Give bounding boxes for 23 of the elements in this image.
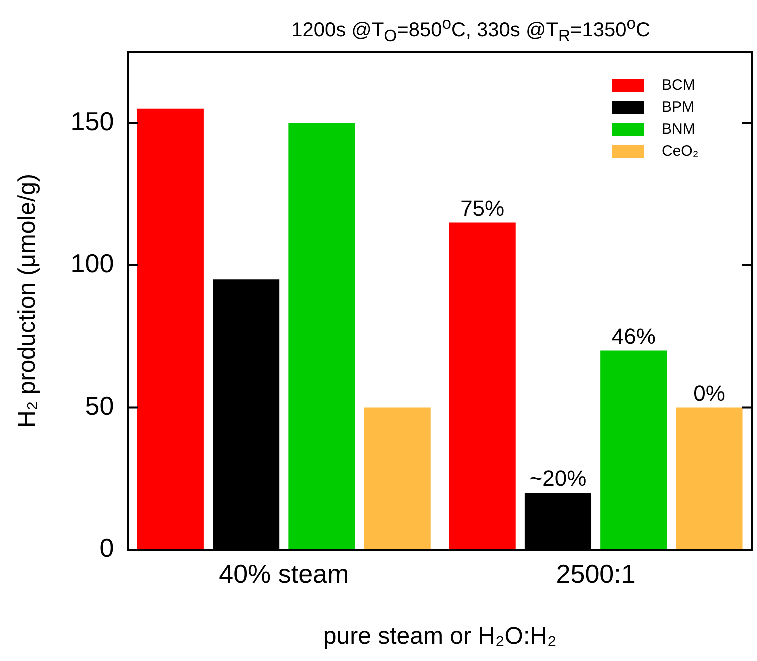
legend-label: CeO₂ [662,142,699,160]
bar [449,222,516,550]
x-tick-label: 40% steam [219,558,350,589]
x-axis-title: pure steam or H₂O:H₂ [323,623,557,650]
legend-label: BPM [662,98,695,116]
bar [364,408,431,550]
x-tick-label: 2500:1 [556,558,636,589]
annotation: 0% [694,380,726,406]
legend-label: BNM [662,120,696,138]
legend-label: BCM [662,76,696,94]
y-tick-label: 50 [85,390,114,421]
bar [600,350,668,550]
bar [288,123,356,550]
annotation: 46% [612,324,656,349]
y-tick-label: 100 [70,248,114,279]
bar [137,108,204,550]
bar [676,408,743,550]
annotation: 75% [460,196,505,221]
y-tick-label: 150 [70,106,114,136]
chart-title: 1200s @T$_{O}$=850$^{o}$C, 330s @T$_{R}$=1350$^{o}$C [292,14,650,46]
y-axis-title: H₂ production (μmole/g) [14,174,42,428]
annotation: ~20% [530,466,587,492]
y-tick-label: 0 [100,533,114,564]
